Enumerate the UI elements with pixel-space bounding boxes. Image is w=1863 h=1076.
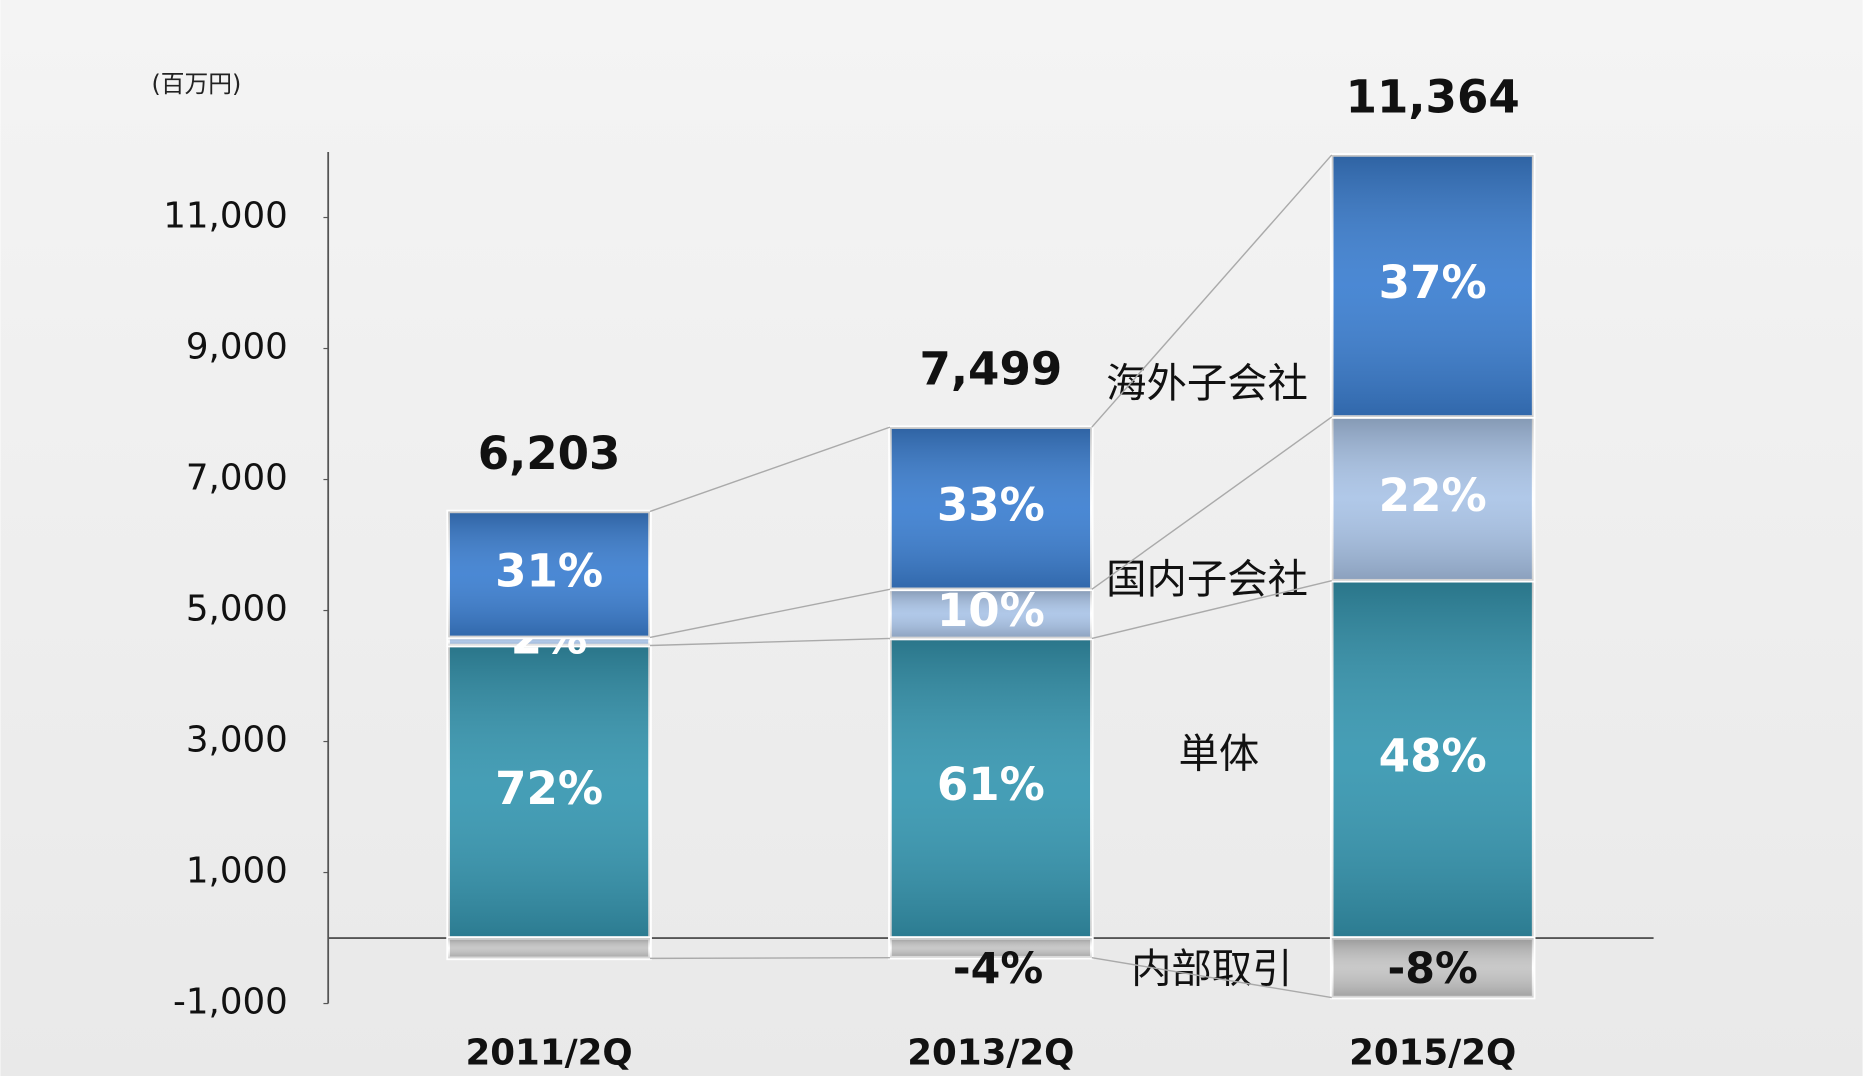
total-label: 7,499 bbox=[920, 343, 1063, 396]
connector bbox=[650, 956, 890, 960]
connector bbox=[650, 637, 890, 647]
y-tick-label: 9,000 bbox=[186, 327, 288, 368]
total-label: 11,364 bbox=[1346, 70, 1520, 123]
x-tick-label: 2013/2Q bbox=[907, 1033, 1074, 1074]
connector bbox=[1091, 416, 1333, 590]
y-tick-label: 11,000 bbox=[163, 196, 288, 237]
x-tick-label: 2015/2Q bbox=[1349, 1033, 1516, 1074]
segment-label: 37% bbox=[1379, 256, 1487, 309]
segment-label: 10% bbox=[937, 584, 1045, 637]
segment-label: 33% bbox=[937, 478, 1045, 531]
segment-label: 72% bbox=[495, 762, 603, 815]
segment-label: -8% bbox=[1388, 944, 1478, 994]
connector bbox=[649, 426, 891, 513]
series-label: 単体 bbox=[1179, 731, 1260, 778]
y-tick-label: -1,000 bbox=[173, 982, 288, 1023]
bar-segment bbox=[446, 936, 652, 961]
connector bbox=[1091, 580, 1332, 640]
x-tick-label: 2011/2Q bbox=[465, 1033, 632, 1074]
connector bbox=[1091, 956, 1332, 999]
segment-label: 22% bbox=[1379, 469, 1487, 522]
y-tick-label: 3,000 bbox=[186, 720, 288, 761]
series-label: 国内子会社 bbox=[1106, 556, 1308, 603]
connector bbox=[649, 588, 891, 639]
unit-label: (百万円) bbox=[151, 70, 241, 98]
segment-label: -4% bbox=[953, 944, 1043, 994]
y-tick-label: 5,000 bbox=[186, 589, 288, 630]
total-label: 6,203 bbox=[478, 427, 621, 480]
series-label: 内部取引 bbox=[1131, 945, 1292, 992]
series-label: 海外子会社 bbox=[1106, 360, 1308, 407]
connector bbox=[1091, 154, 1333, 428]
y-tick-label: 1,000 bbox=[186, 851, 288, 892]
segment-label: 61% bbox=[937, 758, 1045, 811]
y-tick-label: 7,000 bbox=[186, 458, 288, 499]
segment-label: 48% bbox=[1379, 729, 1487, 782]
segment-label: 31% bbox=[495, 544, 603, 597]
